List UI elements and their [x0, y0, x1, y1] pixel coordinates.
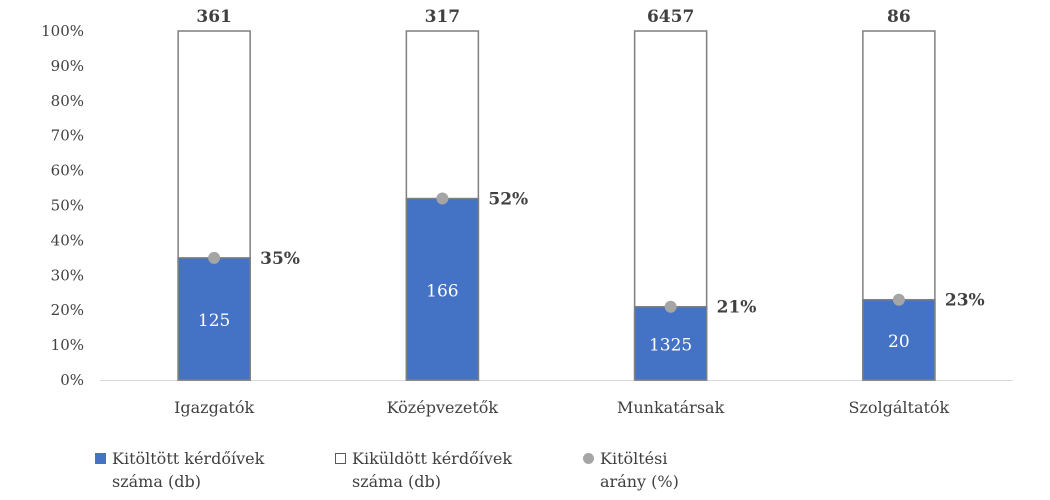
x-category-label: Munkatársak: [617, 398, 725, 417]
sent-count-label: 317: [425, 7, 461, 27]
legend-item-rate: Kitöltési arány (%): [583, 447, 679, 493]
x-category-label: Szolgáltatók: [848, 398, 949, 417]
legend-marker-rate: [583, 453, 594, 464]
rate-marker: [892, 293, 905, 306]
y-tick-label: 90%: [51, 57, 84, 75]
filled-count-label: 20: [888, 332, 910, 352]
y-tick-label: 20%: [51, 301, 84, 319]
filled-count-label: 166: [426, 281, 458, 301]
rate-marker: [208, 251, 221, 264]
legend-label-rate: Kitöltési arány (%): [600, 449, 679, 491]
y-tick-label: 40%: [51, 231, 84, 249]
sent-count-label: 6457: [647, 7, 694, 27]
legend-item-filled: Kitöltött kérdőívek száma (db): [95, 447, 264, 493]
y-tick-label: 0%: [60, 371, 84, 389]
bar-filled: [862, 298, 936, 381]
sent-count-label: 86: [887, 7, 911, 27]
y-tick-label: 60%: [51, 162, 84, 180]
legend-label-sent: Kiküldött kérdőívek száma (db): [352, 449, 513, 491]
bar-filled: [405, 197, 480, 381]
bar-filled: [177, 257, 251, 381]
legend-label-filled: Kitöltött kérdőívek száma (db): [112, 449, 265, 491]
rate-label: 35%: [260, 249, 300, 269]
rate-marker: [664, 300, 677, 313]
x-category-label: Középvezetők: [387, 398, 499, 417]
rate-label: 23%: [945, 291, 985, 311]
legend-swatch-sent: [335, 453, 346, 464]
filled-count-label: 125: [198, 311, 230, 331]
y-tick-label: 80%: [51, 92, 84, 110]
y-tick-label: 100%: [41, 22, 84, 40]
bar-filled: [633, 305, 708, 381]
y-tick-label: 70%: [51, 127, 84, 145]
y-tick-label: 10%: [51, 336, 84, 354]
legend-item-sent: Kiküldött kérdőívek száma (db): [335, 447, 512, 493]
y-tick-label: 50%: [51, 197, 84, 215]
legend-swatch-filled: [95, 453, 106, 464]
legend: Kitöltött kérdőívek száma (db) Kiküldött…: [0, 447, 1050, 500]
rate-label: 21%: [717, 298, 757, 318]
rate-marker: [436, 192, 449, 205]
y-tick-label: 30%: [51, 266, 84, 284]
x-category-label: Igazgatók: [174, 398, 254, 417]
rate-label: 52%: [488, 190, 528, 210]
filled-count-label: 1325: [649, 335, 692, 355]
sent-count-label: 361: [196, 7, 232, 27]
chart: 0% 10% 20% 30% 40% 50% 60% 70% 80% 90% 100% 125 361 3…: [41, 7, 1013, 417]
